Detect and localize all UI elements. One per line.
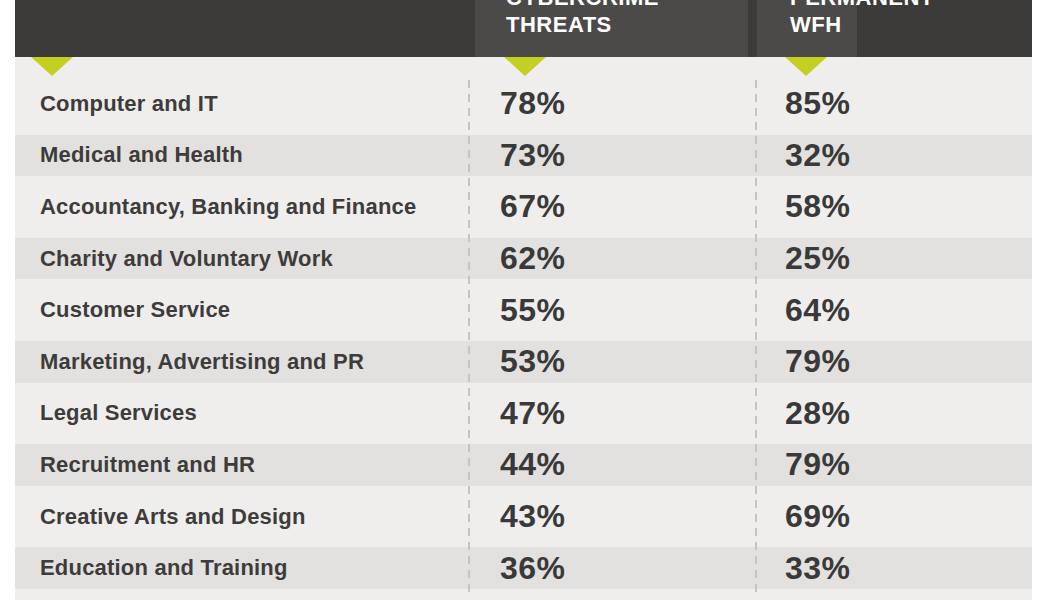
- industry-label: Accountancy, Banking and Finance: [15, 194, 469, 220]
- arrow-down-icon: [31, 57, 73, 76]
- table-row: Education and Training 36% 33%: [15, 542, 1032, 594]
- wfh-value: 32%: [756, 137, 1032, 174]
- table-row: Legal Services 47% 28%: [15, 388, 1032, 440]
- cybercrime-value: 36%: [469, 550, 756, 587]
- industry-label: Medical and Health: [15, 142, 469, 168]
- column-header-line: CYBERCRIME: [506, 0, 659, 11]
- arrow-down-icon: [504, 57, 546, 76]
- column-separator: [468, 80, 470, 594]
- table-body: Computer and IT 78% 85% Medical and Heal…: [15, 78, 1032, 594]
- column-separator: [755, 80, 757, 594]
- table-header-bar: CYBERCRIME THREATS PERMANENT WFH: [15, 0, 1032, 57]
- column-header-cybercrime-threats: CYBERCRIME THREATS: [506, 0, 659, 38]
- wfh-value: 79%: [756, 343, 1032, 380]
- table-row: Medical and Health 73% 32%: [15, 130, 1032, 182]
- table-row: Computer and IT 78% 85%: [15, 78, 1032, 130]
- cybercrime-value: 73%: [469, 137, 756, 174]
- table-row: Marketing, Advertising and PR 53% 79%: [15, 336, 1032, 388]
- industry-label: Customer Service: [15, 297, 469, 323]
- industry-label: Charity and Voluntary Work: [15, 246, 469, 272]
- table-row: Charity and Voluntary Work 62% 25%: [15, 233, 1032, 285]
- wfh-value: 79%: [756, 446, 1032, 483]
- column-header-line: THREATS: [506, 11, 659, 38]
- industry-label: Recruitment and HR: [15, 452, 469, 478]
- wfh-value: 58%: [756, 188, 1032, 225]
- cybercrime-value: 67%: [469, 188, 756, 225]
- industry-label: Computer and IT: [15, 91, 469, 117]
- table-row: Customer Service 55% 64%: [15, 284, 1032, 336]
- column-header-permanent-wfh: PERMANENT WFH: [790, 0, 934, 38]
- cybercrime-value: 55%: [469, 292, 756, 329]
- table-row: Accountancy, Banking and Finance 67% 58%: [15, 181, 1032, 233]
- cybercrime-value: 44%: [469, 446, 756, 483]
- wfh-value: 69%: [756, 498, 1032, 535]
- infographic-page: CYBERCRIME THREATS PERMANENT WFH Compute…: [0, 0, 1050, 600]
- wfh-value: 25%: [756, 240, 1032, 277]
- cybercrime-value: 53%: [469, 343, 756, 380]
- cybercrime-value: 43%: [469, 498, 756, 535]
- arrow-down-icon: [785, 57, 827, 76]
- cybercrime-value: 47%: [469, 395, 756, 432]
- table-row: Recruitment and HR 44% 79%: [15, 439, 1032, 491]
- infographic-table: CYBERCRIME THREATS PERMANENT WFH Compute…: [15, 0, 1032, 600]
- wfh-value: 85%: [756, 85, 1032, 122]
- wfh-value: 64%: [756, 292, 1032, 329]
- industry-label: Marketing, Advertising and PR: [15, 349, 469, 375]
- industry-label: Legal Services: [15, 400, 469, 426]
- industry-label: Education and Training: [15, 555, 469, 581]
- column-header-line: PERMANENT: [790, 0, 934, 11]
- cybercrime-value: 78%: [469, 85, 756, 122]
- cybercrime-value: 62%: [469, 240, 756, 277]
- table-row: Creative Arts and Design 43% 69%: [15, 491, 1032, 543]
- industry-label: Creative Arts and Design: [15, 504, 469, 530]
- wfh-value: 33%: [756, 550, 1032, 587]
- wfh-value: 28%: [756, 395, 1032, 432]
- column-header-line: WFH: [790, 11, 934, 38]
